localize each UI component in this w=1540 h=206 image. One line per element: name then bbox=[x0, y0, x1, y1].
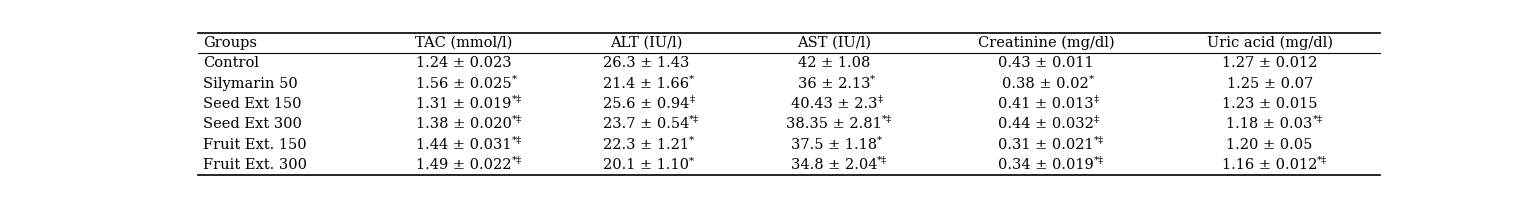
Text: *‡: *‡ bbox=[1093, 136, 1104, 145]
Text: ALT (IU/l): ALT (IU/l) bbox=[610, 36, 682, 50]
Text: *‡: *‡ bbox=[1093, 156, 1104, 165]
Text: 37.5 ± 1.18: 37.5 ± 1.18 bbox=[792, 138, 878, 152]
Text: ‡: ‡ bbox=[690, 95, 695, 104]
Text: *: * bbox=[878, 136, 882, 145]
Text: ‡: ‡ bbox=[1093, 115, 1100, 124]
Text: 1.49 ± 0.022: 1.49 ± 0.022 bbox=[416, 158, 511, 172]
Text: ‡: ‡ bbox=[878, 95, 882, 104]
Text: *: * bbox=[688, 75, 695, 84]
Text: *‡: *‡ bbox=[511, 136, 522, 145]
Text: 22.3 ± 1.21: 22.3 ± 1.21 bbox=[604, 138, 688, 152]
Text: Control: Control bbox=[203, 56, 259, 70]
Text: AST (IU/l): AST (IU/l) bbox=[798, 36, 872, 50]
Text: 21.4 ± 1.66: 21.4 ± 1.66 bbox=[604, 77, 688, 91]
Text: 1.18 ± 0.03: 1.18 ± 0.03 bbox=[1226, 117, 1312, 131]
Text: Fruit Ext. 300: Fruit Ext. 300 bbox=[203, 158, 308, 172]
Text: Silymarin 50: Silymarin 50 bbox=[203, 77, 299, 91]
Text: *‡: *‡ bbox=[1317, 156, 1327, 165]
Text: *‡: *‡ bbox=[1312, 115, 1323, 124]
Text: *: * bbox=[688, 156, 695, 165]
Text: 34.8 ± 2.04: 34.8 ± 2.04 bbox=[790, 158, 878, 172]
Text: Uric acid (mg/dl): Uric acid (mg/dl) bbox=[1207, 36, 1332, 50]
Text: 23.7 ± 0.54: 23.7 ± 0.54 bbox=[602, 117, 690, 131]
Text: *‡: *‡ bbox=[878, 156, 887, 165]
Text: *: * bbox=[511, 75, 517, 84]
Text: *: * bbox=[870, 75, 875, 84]
Text: 0.34 ± 0.019: 0.34 ± 0.019 bbox=[998, 158, 1093, 172]
Text: 36 ± 2.13: 36 ± 2.13 bbox=[798, 77, 870, 91]
Text: 1.44 ± 0.031: 1.44 ± 0.031 bbox=[416, 138, 511, 152]
Text: *‡: *‡ bbox=[511, 156, 522, 165]
Text: *: * bbox=[1089, 75, 1095, 84]
Text: 1.31 ± 0.019: 1.31 ± 0.019 bbox=[416, 97, 511, 111]
Text: *‡: *‡ bbox=[690, 115, 699, 124]
Text: 0.41 ± 0.013: 0.41 ± 0.013 bbox=[998, 97, 1093, 111]
Text: *: * bbox=[688, 136, 695, 145]
Text: TAC (mmol/l): TAC (mmol/l) bbox=[416, 36, 513, 50]
Text: 0.31 ± 0.021: 0.31 ± 0.021 bbox=[998, 138, 1093, 152]
Text: 1.24 ± 0.023: 1.24 ± 0.023 bbox=[416, 56, 511, 70]
Text: *‡: *‡ bbox=[511, 95, 522, 104]
Text: *‡: *‡ bbox=[511, 115, 522, 124]
Text: 0.44 ± 0.032: 0.44 ± 0.032 bbox=[998, 117, 1093, 131]
Text: Groups: Groups bbox=[203, 36, 257, 50]
Text: 26.3 ± 1.43: 26.3 ± 1.43 bbox=[602, 56, 690, 70]
Text: 0.43 ± 0.011: 0.43 ± 0.011 bbox=[998, 56, 1093, 70]
Text: 0.38 ± 0.02: 0.38 ± 0.02 bbox=[1003, 77, 1089, 91]
Text: *‡: *‡ bbox=[882, 115, 892, 124]
Text: 1.56 ± 0.025: 1.56 ± 0.025 bbox=[416, 77, 511, 91]
Text: Seed Ext 150: Seed Ext 150 bbox=[203, 97, 302, 111]
Text: Creatinine (mg/dl): Creatinine (mg/dl) bbox=[978, 36, 1113, 50]
Text: 1.16 ± 0.012: 1.16 ± 0.012 bbox=[1221, 158, 1317, 172]
Text: 1.25 ± 0.07: 1.25 ± 0.07 bbox=[1226, 77, 1312, 91]
Text: 1.20 ± 0.05: 1.20 ± 0.05 bbox=[1226, 138, 1312, 152]
Text: 1.23 ± 0.015: 1.23 ± 0.015 bbox=[1221, 97, 1317, 111]
Text: 40.43 ± 2.3: 40.43 ± 2.3 bbox=[790, 97, 878, 111]
Text: 42 ± 1.08: 42 ± 1.08 bbox=[798, 56, 870, 70]
Text: Fruit Ext. 150: Fruit Ext. 150 bbox=[203, 138, 306, 152]
Text: 20.1 ± 1.10: 20.1 ± 1.10 bbox=[604, 158, 688, 172]
Text: 1.38 ± 0.020: 1.38 ± 0.020 bbox=[416, 117, 511, 131]
Text: ‡: ‡ bbox=[1093, 95, 1100, 104]
Text: 38.35 ± 2.81: 38.35 ± 2.81 bbox=[785, 117, 882, 131]
Text: 25.6 ± 0.94: 25.6 ± 0.94 bbox=[602, 97, 690, 111]
Text: Seed Ext 300: Seed Ext 300 bbox=[203, 117, 302, 131]
Text: 1.27 ± 0.012: 1.27 ± 0.012 bbox=[1221, 56, 1317, 70]
